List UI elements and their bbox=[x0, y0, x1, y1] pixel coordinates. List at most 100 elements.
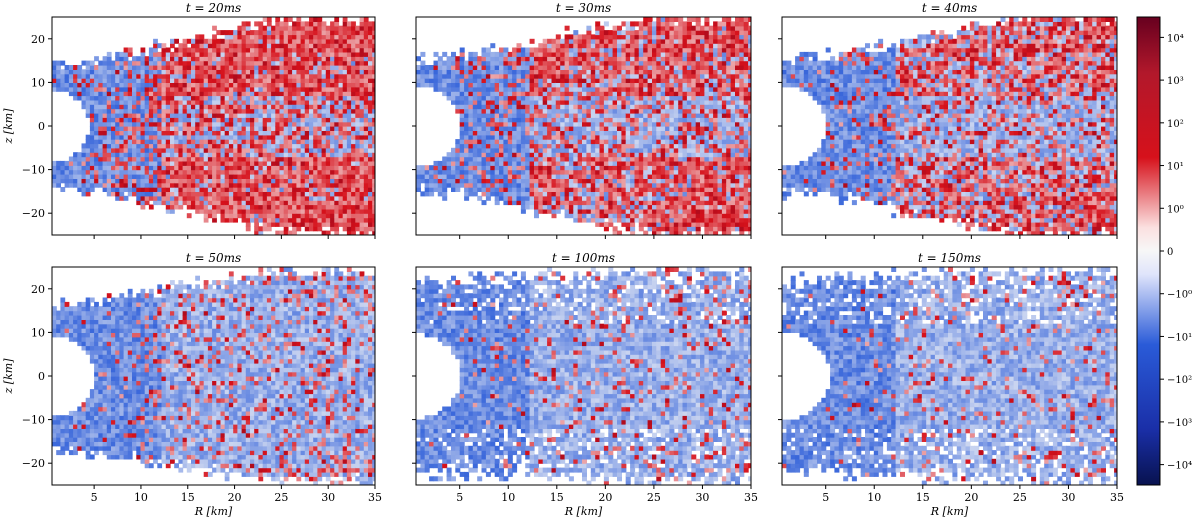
heatmap-cell bbox=[503, 139, 509, 145]
heatmap-cell bbox=[547, 112, 553, 118]
heatmap-cell bbox=[342, 34, 348, 40]
heatmap-cell bbox=[228, 47, 234, 53]
heatmap-cell bbox=[643, 25, 649, 31]
heatmap-cell bbox=[643, 165, 649, 171]
heatmap-cell bbox=[170, 156, 175, 162]
heatmap-cell bbox=[271, 143, 276, 149]
heatmap-cell bbox=[638, 30, 644, 36]
heatmap-cell bbox=[342, 73, 348, 79]
heatmap-cell bbox=[577, 56, 583, 62]
heatmap-cell bbox=[630, 82, 636, 88]
heatmap-cell bbox=[608, 187, 614, 192]
heatmap-cell bbox=[538, 51, 544, 57]
heatmap-cell bbox=[325, 204, 331, 210]
heatmap-cell bbox=[254, 165, 259, 171]
heatmap-cell bbox=[89, 99, 95, 105]
heatmap-cell bbox=[643, 126, 649, 131]
heatmap-cell bbox=[309, 69, 314, 75]
heatmap-cell bbox=[262, 121, 268, 127]
heatmap-cell bbox=[555, 147, 561, 153]
heatmap-cell bbox=[115, 99, 120, 105]
heatmap-cell bbox=[464, 104, 470, 110]
heatmap-cell bbox=[207, 160, 213, 166]
heatmap-cell bbox=[178, 112, 184, 118]
heatmap-cell bbox=[220, 60, 226, 66]
heatmap-cell bbox=[490, 78, 496, 83]
heatmap-cell bbox=[186, 108, 192, 114]
heatmap-cell bbox=[279, 195, 285, 201]
heatmap-cell bbox=[599, 51, 605, 57]
heatmap-cell bbox=[68, 169, 74, 175]
heatmap-cell bbox=[342, 47, 348, 53]
heatmap-cell bbox=[573, 130, 579, 136]
heatmap-cell bbox=[542, 152, 548, 158]
heatmap-cell bbox=[148, 65, 154, 70]
heatmap-cell bbox=[590, 47, 596, 53]
heatmap-cell bbox=[621, 56, 627, 62]
heatmap-cell bbox=[568, 182, 574, 188]
heatmap-cell bbox=[279, 73, 285, 79]
heatmap-cell bbox=[228, 112, 234, 118]
heatmap-cell bbox=[363, 30, 369, 36]
heatmap-cell bbox=[590, 204, 596, 210]
heatmap-cell bbox=[525, 130, 531, 136]
heatmap-cell bbox=[275, 121, 281, 127]
heatmap-cell bbox=[300, 65, 306, 70]
heatmap-cell bbox=[494, 60, 500, 66]
heatmap-cell bbox=[241, 117, 247, 123]
heatmap-cell bbox=[525, 169, 531, 175]
heatmap-cell bbox=[630, 191, 636, 197]
heatmap-cell bbox=[351, 51, 356, 57]
heatmap-cell bbox=[542, 99, 548, 105]
heatmap-cell bbox=[296, 178, 302, 184]
heatmap-cell bbox=[157, 165, 163, 171]
heatmap-cell bbox=[262, 152, 268, 158]
heatmap-cell bbox=[590, 86, 596, 92]
heatmap-cell bbox=[60, 69, 66, 75]
heatmap-cell bbox=[359, 213, 365, 219]
heatmap-cell bbox=[186, 60, 192, 66]
heatmap-cell bbox=[612, 174, 618, 179]
heatmap-cell bbox=[451, 69, 456, 75]
heatmap-cell bbox=[477, 78, 483, 83]
heatmap-cell bbox=[111, 156, 116, 162]
heatmap-cell bbox=[94, 86, 99, 92]
heatmap-cell bbox=[603, 91, 609, 97]
heatmap-cell bbox=[342, 56, 348, 62]
heatmap-cell bbox=[520, 165, 526, 171]
heatmap-cell bbox=[446, 165, 452, 171]
heatmap-cell bbox=[437, 191, 443, 197]
heatmap-cell bbox=[346, 21, 352, 27]
heatmap-cell bbox=[334, 230, 340, 235]
heatmap-cell bbox=[334, 121, 340, 127]
heatmap-cell bbox=[262, 86, 268, 92]
heatmap-cell bbox=[503, 112, 509, 118]
heatmap-cell bbox=[321, 51, 327, 57]
heatmap-cell bbox=[516, 169, 522, 175]
heatmap-cell bbox=[468, 182, 474, 188]
heatmap-cell bbox=[250, 213, 255, 219]
heatmap-cell bbox=[547, 187, 553, 192]
heatmap-cell bbox=[363, 230, 369, 235]
heatmap-cell bbox=[529, 108, 535, 114]
heatmap-cell bbox=[534, 191, 539, 197]
heatmap-cell bbox=[494, 191, 500, 197]
heatmap-cell bbox=[455, 73, 461, 79]
heatmap-cell bbox=[186, 91, 192, 97]
heatmap-cell bbox=[599, 86, 605, 92]
heatmap-cell bbox=[455, 165, 461, 171]
heatmap-cell bbox=[136, 112, 142, 118]
heatmap-cell bbox=[334, 130, 340, 136]
heatmap-cell bbox=[346, 112, 352, 118]
heatmap-cell bbox=[241, 73, 247, 79]
heatmap-cell bbox=[520, 73, 526, 79]
heatmap-cell bbox=[245, 187, 251, 192]
heatmap-cell bbox=[625, 160, 631, 166]
heatmap-cell bbox=[372, 208, 375, 214]
heatmap-cell bbox=[625, 117, 631, 123]
heatmap-cell bbox=[512, 152, 518, 158]
heatmap-cell bbox=[363, 95, 369, 101]
heatmap-cell bbox=[140, 178, 146, 184]
heatmap-cell bbox=[464, 147, 470, 153]
heatmap-cell bbox=[174, 65, 179, 70]
